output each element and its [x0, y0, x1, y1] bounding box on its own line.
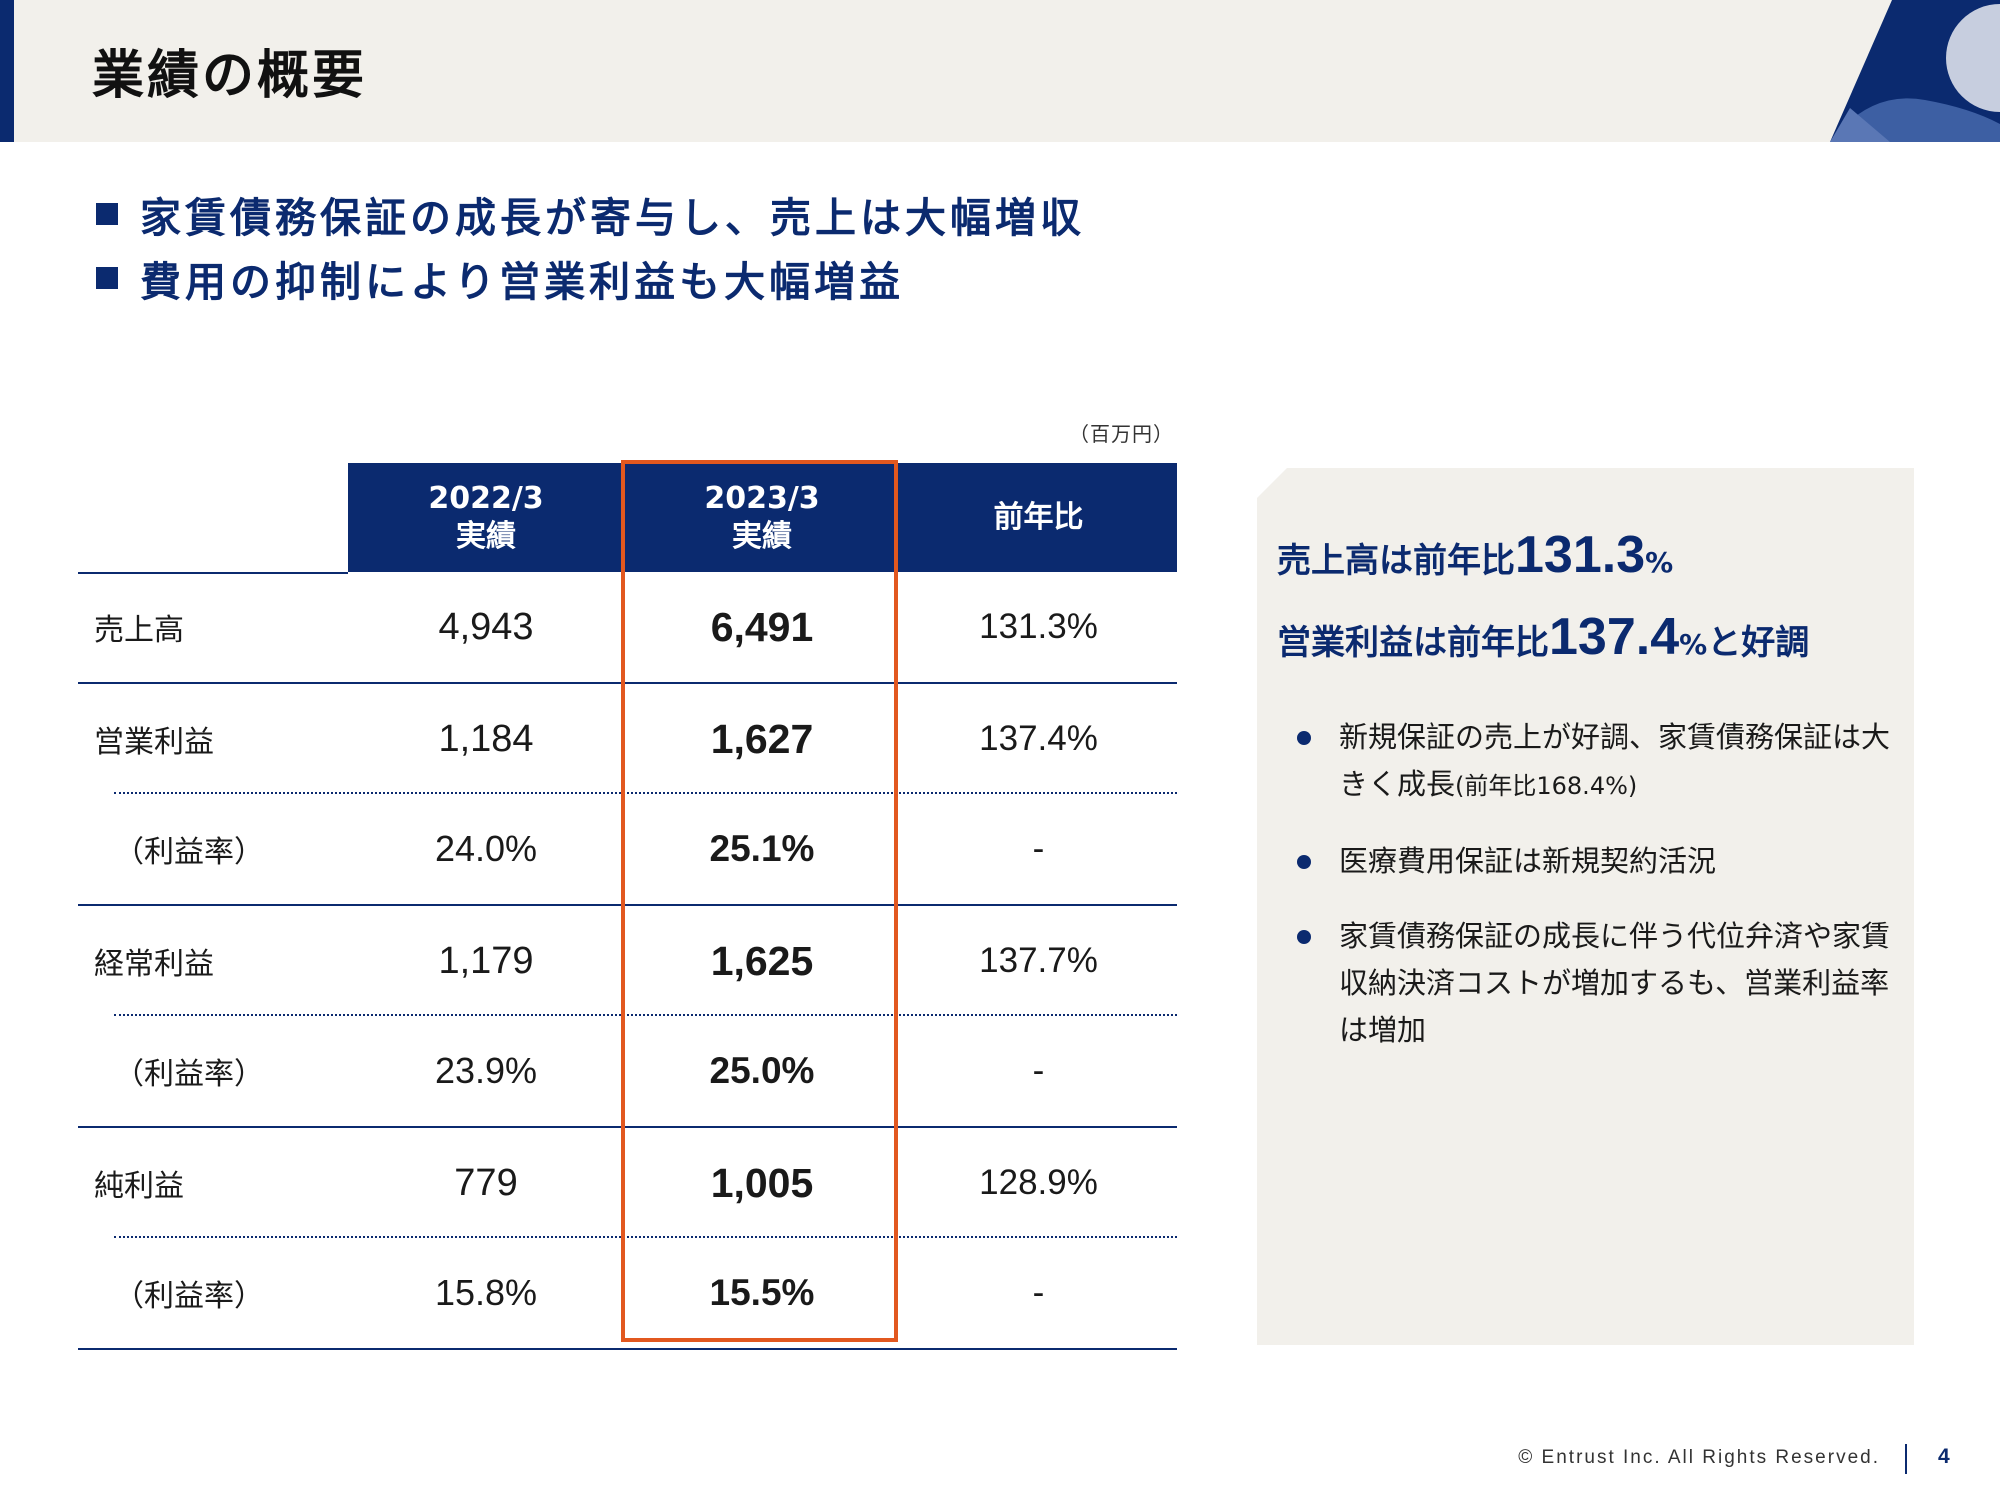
value-fy2022: 1,179 [438, 939, 534, 982]
header-underline [78, 572, 348, 574]
headline-value: 131.3 [1515, 526, 1646, 584]
value-fy2022: 23.9% [434, 1050, 538, 1091]
row-label: 営業利益 [94, 725, 214, 760]
column-header-fy2022: 2022/3 実績 [348, 463, 624, 572]
bullet-dot-icon [1297, 930, 1311, 944]
value-fy2023: 1,627 [710, 715, 814, 762]
table-row-ordinary-profit: 経常利益 1,179 1,625 137.7% [78, 906, 1177, 1016]
value-fy2023: 25.1% [709, 828, 815, 869]
value-yoy: - [1032, 829, 1045, 868]
key-message: 家賃債務保証の成長が寄与し、売上は大幅増収 [96, 182, 1085, 246]
value-fy2022: 24.0% [434, 828, 538, 869]
key-message-text: 費用の抑制により営業利益も大幅増益 [140, 258, 905, 306]
unit-note: （百万円） [1069, 422, 1174, 446]
summary-bullet: 医療費用保証は新規契約活況 [1297, 838, 1897, 885]
bullet-dot-icon [1297, 731, 1311, 745]
headline-suffix: と好調 [1707, 623, 1810, 663]
footer-divider [1905, 1444, 1907, 1474]
bullet-text: 新規保証の売上が好調、家賃債務保証は大きく成長 [1339, 720, 1891, 801]
column-header-fy2023: 2023/3 実績 [624, 463, 900, 572]
table-row-operating-profit: 営業利益 1,184 1,627 137.4% [78, 684, 1177, 794]
column-header-type: 実績 [456, 518, 516, 554]
table-row-revenue: 売上高 4,943 6,491 131.3% [78, 572, 1177, 684]
table-row-ordinary-margin: （利益率） 23.9% 25.0% - [78, 1016, 1177, 1128]
row-label: （利益率） [114, 1279, 264, 1314]
value-fy2023: 1,005 [710, 1159, 814, 1206]
value-yoy: 137.4% [979, 719, 1098, 758]
row-label: 経常利益 [94, 947, 214, 982]
value-yoy: - [1032, 1273, 1045, 1312]
page-title: 業績の概要 [92, 46, 368, 106]
financial-table: 2022/3 実績 2023/3 実績 前年比 売上高 4,943 6,491 … [78, 463, 1177, 1350]
bullet-text: 医療費用保証は新規契約活況 [1339, 844, 1717, 878]
value-fy2022: 4,943 [438, 605, 534, 648]
square-bullet-icon [96, 203, 118, 225]
column-header-label: 前年比 [993, 499, 1084, 535]
summary-bullets: 新規保証の売上が好調、家賃債務保証は大きく成長(前年比168.4%) 医療費用保… [1297, 714, 1897, 1082]
corner-decoration-icon [1830, 0, 2000, 142]
bullet-note: (前年比168.4%) [1455, 772, 1638, 800]
value-yoy: 137.7% [979, 941, 1098, 980]
bullet-text: 家賃債務保証の成長に伴う代位弁済や家賃収納決済コストが増加するも、営業利益率は増… [1339, 919, 1891, 1047]
summary-bullet: 家賃債務保証の成長に伴う代位弁済や家賃収納決済コストが増加するも、営業利益率は増… [1297, 913, 1897, 1054]
key-message: 費用の抑制により営業利益も大幅増益 [96, 246, 1085, 310]
value-fy2023: 25.0% [709, 1050, 815, 1091]
summary-panel: 売上高は前年比131.3% 営業利益は前年比137.4%と好調 新規保証の売上が… [1257, 468, 1914, 1345]
value-fy2023: 15.5% [709, 1272, 815, 1313]
column-header-type: 実績 [732, 518, 792, 554]
value-fy2022: 15.8% [434, 1272, 538, 1313]
row-label: 純利益 [94, 1169, 184, 1204]
bullet-text-wrap: 新規保証の売上が好調、家賃債務保証は大きく成長(前年比168.4%) [1339, 714, 1897, 810]
summary-headline-revenue: 売上高は前年比131.3% [1277, 518, 1809, 600]
table-row-net-margin: （利益率） 15.8% 15.5% - [78, 1238, 1177, 1350]
value-fy2022: 779 [454, 1161, 518, 1204]
column-header-yoy: 前年比 [900, 463, 1177, 572]
table-header: 2022/3 実績 2023/3 実績 前年比 [78, 463, 1177, 574]
table-row-operating-margin: （利益率） 24.0% 25.1% - [78, 794, 1177, 906]
headline-prefix: 売上高は前年比 [1277, 541, 1515, 581]
key-message-text: 家賃債務保証の成長が寄与し、売上は大幅増収 [140, 194, 1085, 242]
summary-bullet: 新規保証の売上が好調、家賃債務保証は大きく成長(前年比168.4%) [1297, 714, 1897, 810]
value-fy2022: 1,184 [438, 717, 534, 760]
row-label: （利益率） [114, 835, 264, 870]
summary-headline: 売上高は前年比131.3% 営業利益は前年比137.4%と好調 [1277, 518, 1809, 682]
table-row-net-income: 純利益 779 1,005 128.9% [78, 1128, 1177, 1238]
value-fy2023: 1,625 [710, 937, 814, 984]
copyright-text: © Entrust Inc. All Rights Reserved. [1518, 1447, 1880, 1468]
headline-percent: % [1645, 546, 1674, 579]
row-label: 売上高 [94, 613, 184, 648]
key-messages: 家賃債務保証の成長が寄与し、売上は大幅増収 費用の抑制により営業利益も大幅増益 [96, 182, 1085, 310]
summary-headline-operating-profit: 営業利益は前年比137.4%と好調 [1277, 600, 1809, 682]
value-fy2023: 6,491 [710, 603, 814, 650]
square-bullet-icon [96, 267, 118, 289]
value-yoy: 131.3% [979, 607, 1098, 646]
value-yoy: 128.9% [979, 1163, 1098, 1202]
value-yoy: - [1032, 1051, 1045, 1090]
row-label: （利益率） [114, 1057, 264, 1092]
headline-prefix: 営業利益は前年比 [1277, 623, 1549, 663]
header-bar: 業績の概要 [0, 0, 2000, 142]
headline-value: 137.4 [1549, 608, 1680, 666]
page-number: 4 [1938, 1445, 1950, 1468]
column-header-year: 2023/3 [704, 480, 820, 516]
header-accent-bar [0, 0, 14, 142]
column-header-year: 2022/3 [428, 480, 544, 516]
headline-percent: % [1679, 628, 1708, 661]
bullet-dot-icon [1297, 855, 1311, 869]
